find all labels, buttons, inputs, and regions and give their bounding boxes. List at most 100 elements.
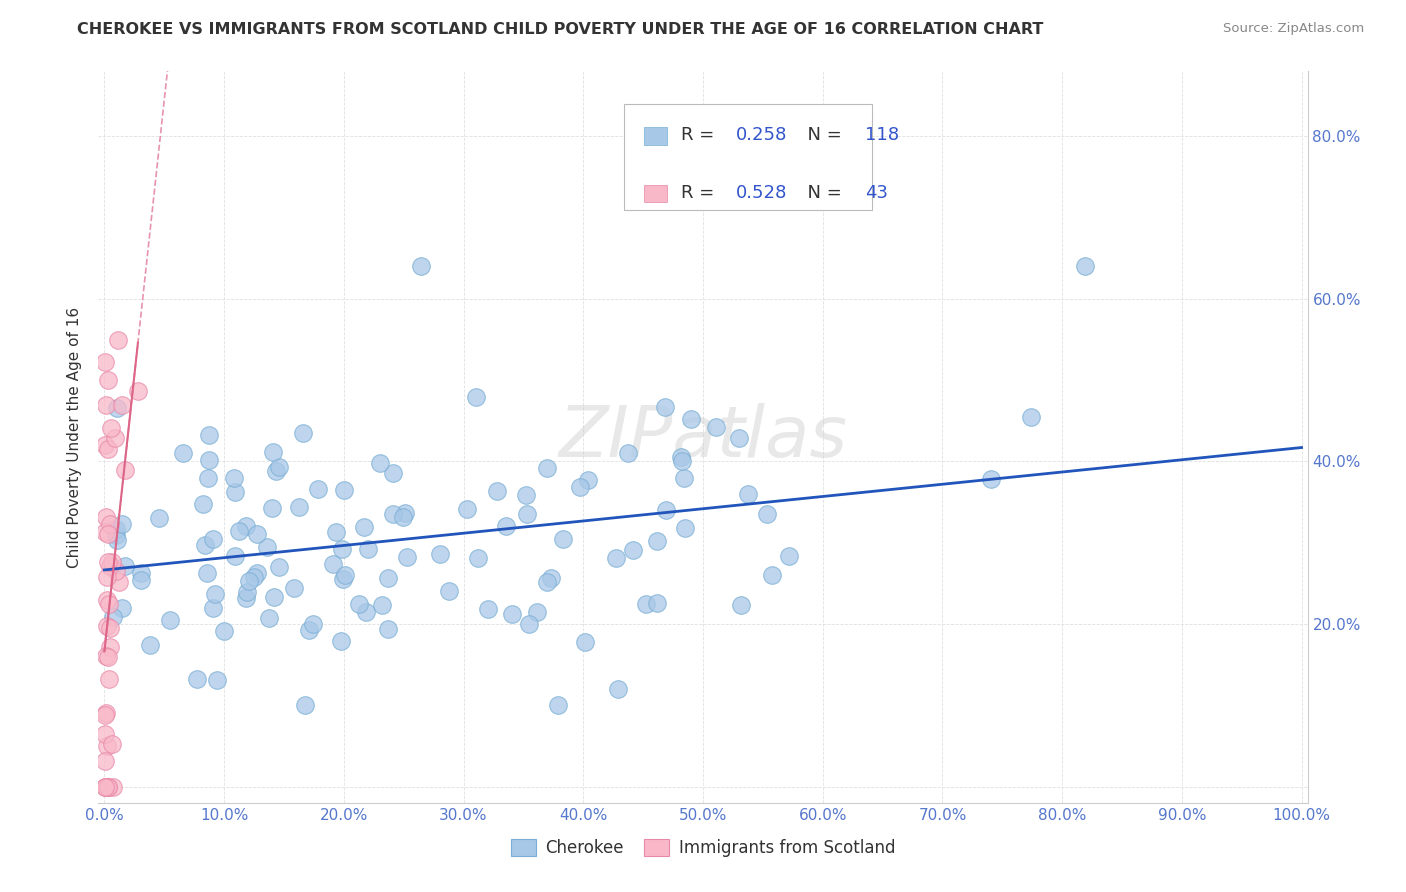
- Point: [669, 450, 692, 464]
- Point: [114, 463, 136, 477]
- Point: [569, 480, 592, 494]
- Point: [204, 586, 226, 600]
- Text: Source: ZipAtlas.com: Source: ZipAtlas.com: [1223, 22, 1364, 36]
- Point: [654, 503, 676, 517]
- Point: [617, 446, 640, 460]
- Point: [607, 681, 630, 696]
- FancyBboxPatch shape: [644, 185, 668, 202]
- Point: [235, 585, 257, 599]
- Point: [467, 551, 489, 566]
- Point: [645, 533, 668, 548]
- Point: [294, 698, 316, 713]
- Point: [246, 527, 269, 541]
- Point: [737, 486, 759, 500]
- Point: [131, 573, 153, 587]
- Text: 118: 118: [865, 126, 900, 144]
- Text: 0.528: 0.528: [735, 184, 787, 202]
- Point: [96, 739, 118, 753]
- Point: [111, 516, 134, 531]
- Point: [172, 446, 194, 460]
- Point: [224, 549, 246, 564]
- Point: [222, 471, 245, 485]
- Text: R =: R =: [682, 126, 720, 144]
- Point: [329, 634, 352, 648]
- Point: [201, 532, 224, 546]
- Point: [1019, 409, 1042, 424]
- Point: [536, 461, 558, 475]
- Point: [93, 525, 115, 540]
- Text: N =: N =: [796, 126, 848, 144]
- Point: [97, 780, 120, 794]
- Point: [97, 555, 120, 569]
- Point: [263, 591, 285, 605]
- Point: [198, 453, 221, 467]
- Point: [298, 623, 321, 637]
- Text: ZIPatlas: ZIPatlas: [558, 402, 848, 472]
- Point: [105, 528, 128, 542]
- Point: [283, 582, 305, 596]
- Point: [269, 559, 291, 574]
- Point: [148, 511, 170, 525]
- Point: [755, 507, 778, 521]
- Point: [195, 566, 218, 580]
- Point: [347, 597, 370, 611]
- Point: [394, 506, 416, 520]
- Point: [186, 673, 208, 687]
- Point: [96, 780, 118, 794]
- Point: [291, 425, 314, 440]
- Point: [97, 373, 120, 387]
- Point: [197, 471, 219, 485]
- Y-axis label: Child Poverty Under the Age of 16: Child Poverty Under the Age of 16: [67, 307, 83, 567]
- Point: [325, 525, 347, 540]
- Point: [96, 619, 118, 633]
- Point: [335, 567, 357, 582]
- Point: [98, 558, 121, 573]
- Point: [262, 444, 284, 458]
- Point: [392, 510, 415, 524]
- Point: [228, 524, 250, 538]
- Point: [94, 780, 117, 794]
- Point: [101, 555, 124, 569]
- Point: [105, 564, 128, 578]
- Point: [243, 570, 266, 584]
- Point: [94, 708, 117, 723]
- Point: [368, 456, 391, 470]
- Point: [108, 575, 131, 590]
- Point: [377, 572, 399, 586]
- Point: [256, 540, 278, 554]
- Point: [357, 541, 380, 556]
- Point: [495, 518, 517, 533]
- Point: [114, 558, 136, 573]
- Point: [235, 519, 257, 533]
- Point: [97, 672, 120, 686]
- Point: [96, 569, 118, 583]
- Point: [288, 500, 311, 514]
- Point: [94, 354, 117, 368]
- Point: [105, 533, 128, 548]
- Point: [673, 471, 696, 485]
- Point: [477, 602, 499, 616]
- Point: [257, 611, 280, 625]
- Point: [97, 650, 120, 665]
- Point: [519, 616, 541, 631]
- Point: [654, 401, 676, 415]
- Point: [98, 640, 121, 654]
- Point: [111, 398, 134, 412]
- Point: [382, 508, 405, 522]
- Point: [97, 527, 120, 541]
- Point: [330, 541, 353, 556]
- Point: [307, 482, 329, 496]
- Text: N =: N =: [796, 184, 848, 202]
- Point: [456, 502, 478, 516]
- Point: [94, 780, 117, 794]
- FancyBboxPatch shape: [644, 127, 668, 145]
- Point: [704, 419, 727, 434]
- Point: [94, 755, 117, 769]
- Point: [647, 596, 669, 610]
- Point: [536, 574, 558, 589]
- Point: [260, 501, 283, 516]
- Point: [636, 597, 658, 611]
- Point: [547, 698, 569, 713]
- Point: [94, 780, 117, 794]
- Point: [381, 466, 404, 480]
